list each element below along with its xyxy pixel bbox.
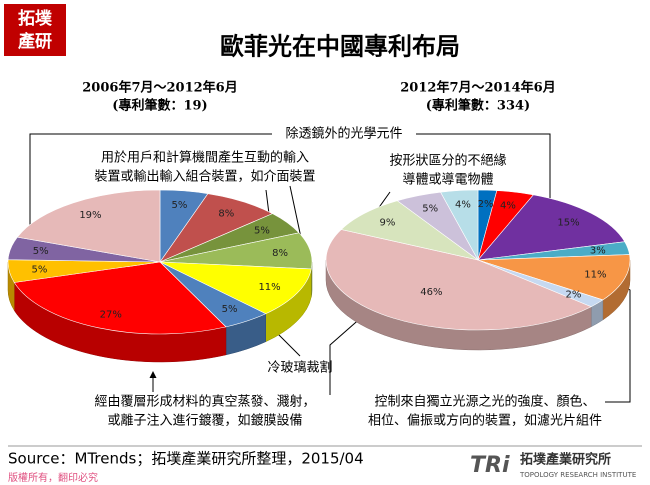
value-label: 3% xyxy=(590,245,606,256)
slice xyxy=(477,194,626,261)
slice xyxy=(16,189,161,263)
value-label: 5% xyxy=(171,200,187,211)
logo-text: 拓墣 xyxy=(18,9,52,29)
slice xyxy=(13,261,227,335)
value-label: 2% xyxy=(565,290,581,301)
value-label: 8% xyxy=(218,209,234,220)
value-label: 27% xyxy=(100,310,122,321)
logo: 拓墣 產研 xyxy=(4,4,66,56)
pie-tops xyxy=(325,189,631,331)
logo-box xyxy=(4,4,66,56)
value-label: 4% xyxy=(455,199,471,210)
annotation: 控制來自獨立光源之光的強度、顏色、 xyxy=(374,394,595,410)
pie-sides xyxy=(325,259,631,351)
brand-mark: TRi xyxy=(470,453,510,478)
logo-text: 產研 xyxy=(18,31,52,52)
value-label: 5% xyxy=(254,226,270,237)
annotation-bg xyxy=(272,124,416,144)
annotation: 冷玻璃裁割 xyxy=(267,360,332,376)
value-label: 11% xyxy=(584,270,606,281)
slide-title: 歐菲光在中國專利布局 xyxy=(220,32,460,61)
value-label: 8% xyxy=(272,248,288,259)
annotation: 相位、偏振或方向的裝置，如濾光片組件 xyxy=(368,413,602,429)
value-label: 5% xyxy=(33,246,49,257)
pie-tops xyxy=(7,189,313,335)
value-label: 15% xyxy=(557,218,579,229)
value-label: 5% xyxy=(31,264,47,275)
annotation: 經由覆層形成材料的真空蒸發、濺射， xyxy=(94,394,315,410)
brand-name: 拓墣產業研究所 xyxy=(520,452,611,468)
pie-subtitle: (專利筆數：334) xyxy=(426,98,530,114)
pie-title: 2012年7月～2014年6月 xyxy=(400,80,555,96)
annotation: 導體或導電物體 xyxy=(402,173,493,188)
brand-english: TOPOLOGY RESEARCH INSTITUTE xyxy=(519,471,636,479)
value-label: 5% xyxy=(222,304,238,315)
brand: TRi 拓墣產業研究所 TOPOLOGY RESEARCH INSTITUTE xyxy=(470,452,636,480)
annotation: 裝置或輸出輸入組合裝置，如介面裝置 xyxy=(94,169,315,185)
leader xyxy=(416,133,554,221)
source: Source：MTrends；拓墣產業研究所整理，2015/04 xyxy=(8,450,364,468)
value-label: 5% xyxy=(422,204,438,215)
value-label: 9% xyxy=(380,218,396,229)
leader xyxy=(26,133,272,246)
annotation: 用於用戶和計算機間產生互動的輸入 xyxy=(101,150,309,166)
value-label: 46% xyxy=(420,287,442,298)
pie-title: 2006年7月～2012年6月 xyxy=(82,80,237,96)
annotation: 除透鏡外的光學元件 xyxy=(285,126,402,142)
slice xyxy=(325,229,592,331)
slice xyxy=(440,189,479,261)
value-label: 4% xyxy=(500,201,516,212)
slice xyxy=(159,261,312,315)
value-label: 11% xyxy=(258,282,280,293)
pie-subtitle: (專利筆數：19) xyxy=(112,98,207,114)
footer: 版權所有，翻印必究 xyxy=(8,471,98,484)
value-label: 19% xyxy=(79,210,101,221)
annotation: 或離子注入進行鍍覆，如鍍膜設備 xyxy=(107,413,302,429)
value-label: 2% xyxy=(478,199,494,210)
slice xyxy=(477,254,631,301)
annotation: 按形狀區分的不絕緣 xyxy=(389,153,506,169)
slice xyxy=(340,200,479,261)
